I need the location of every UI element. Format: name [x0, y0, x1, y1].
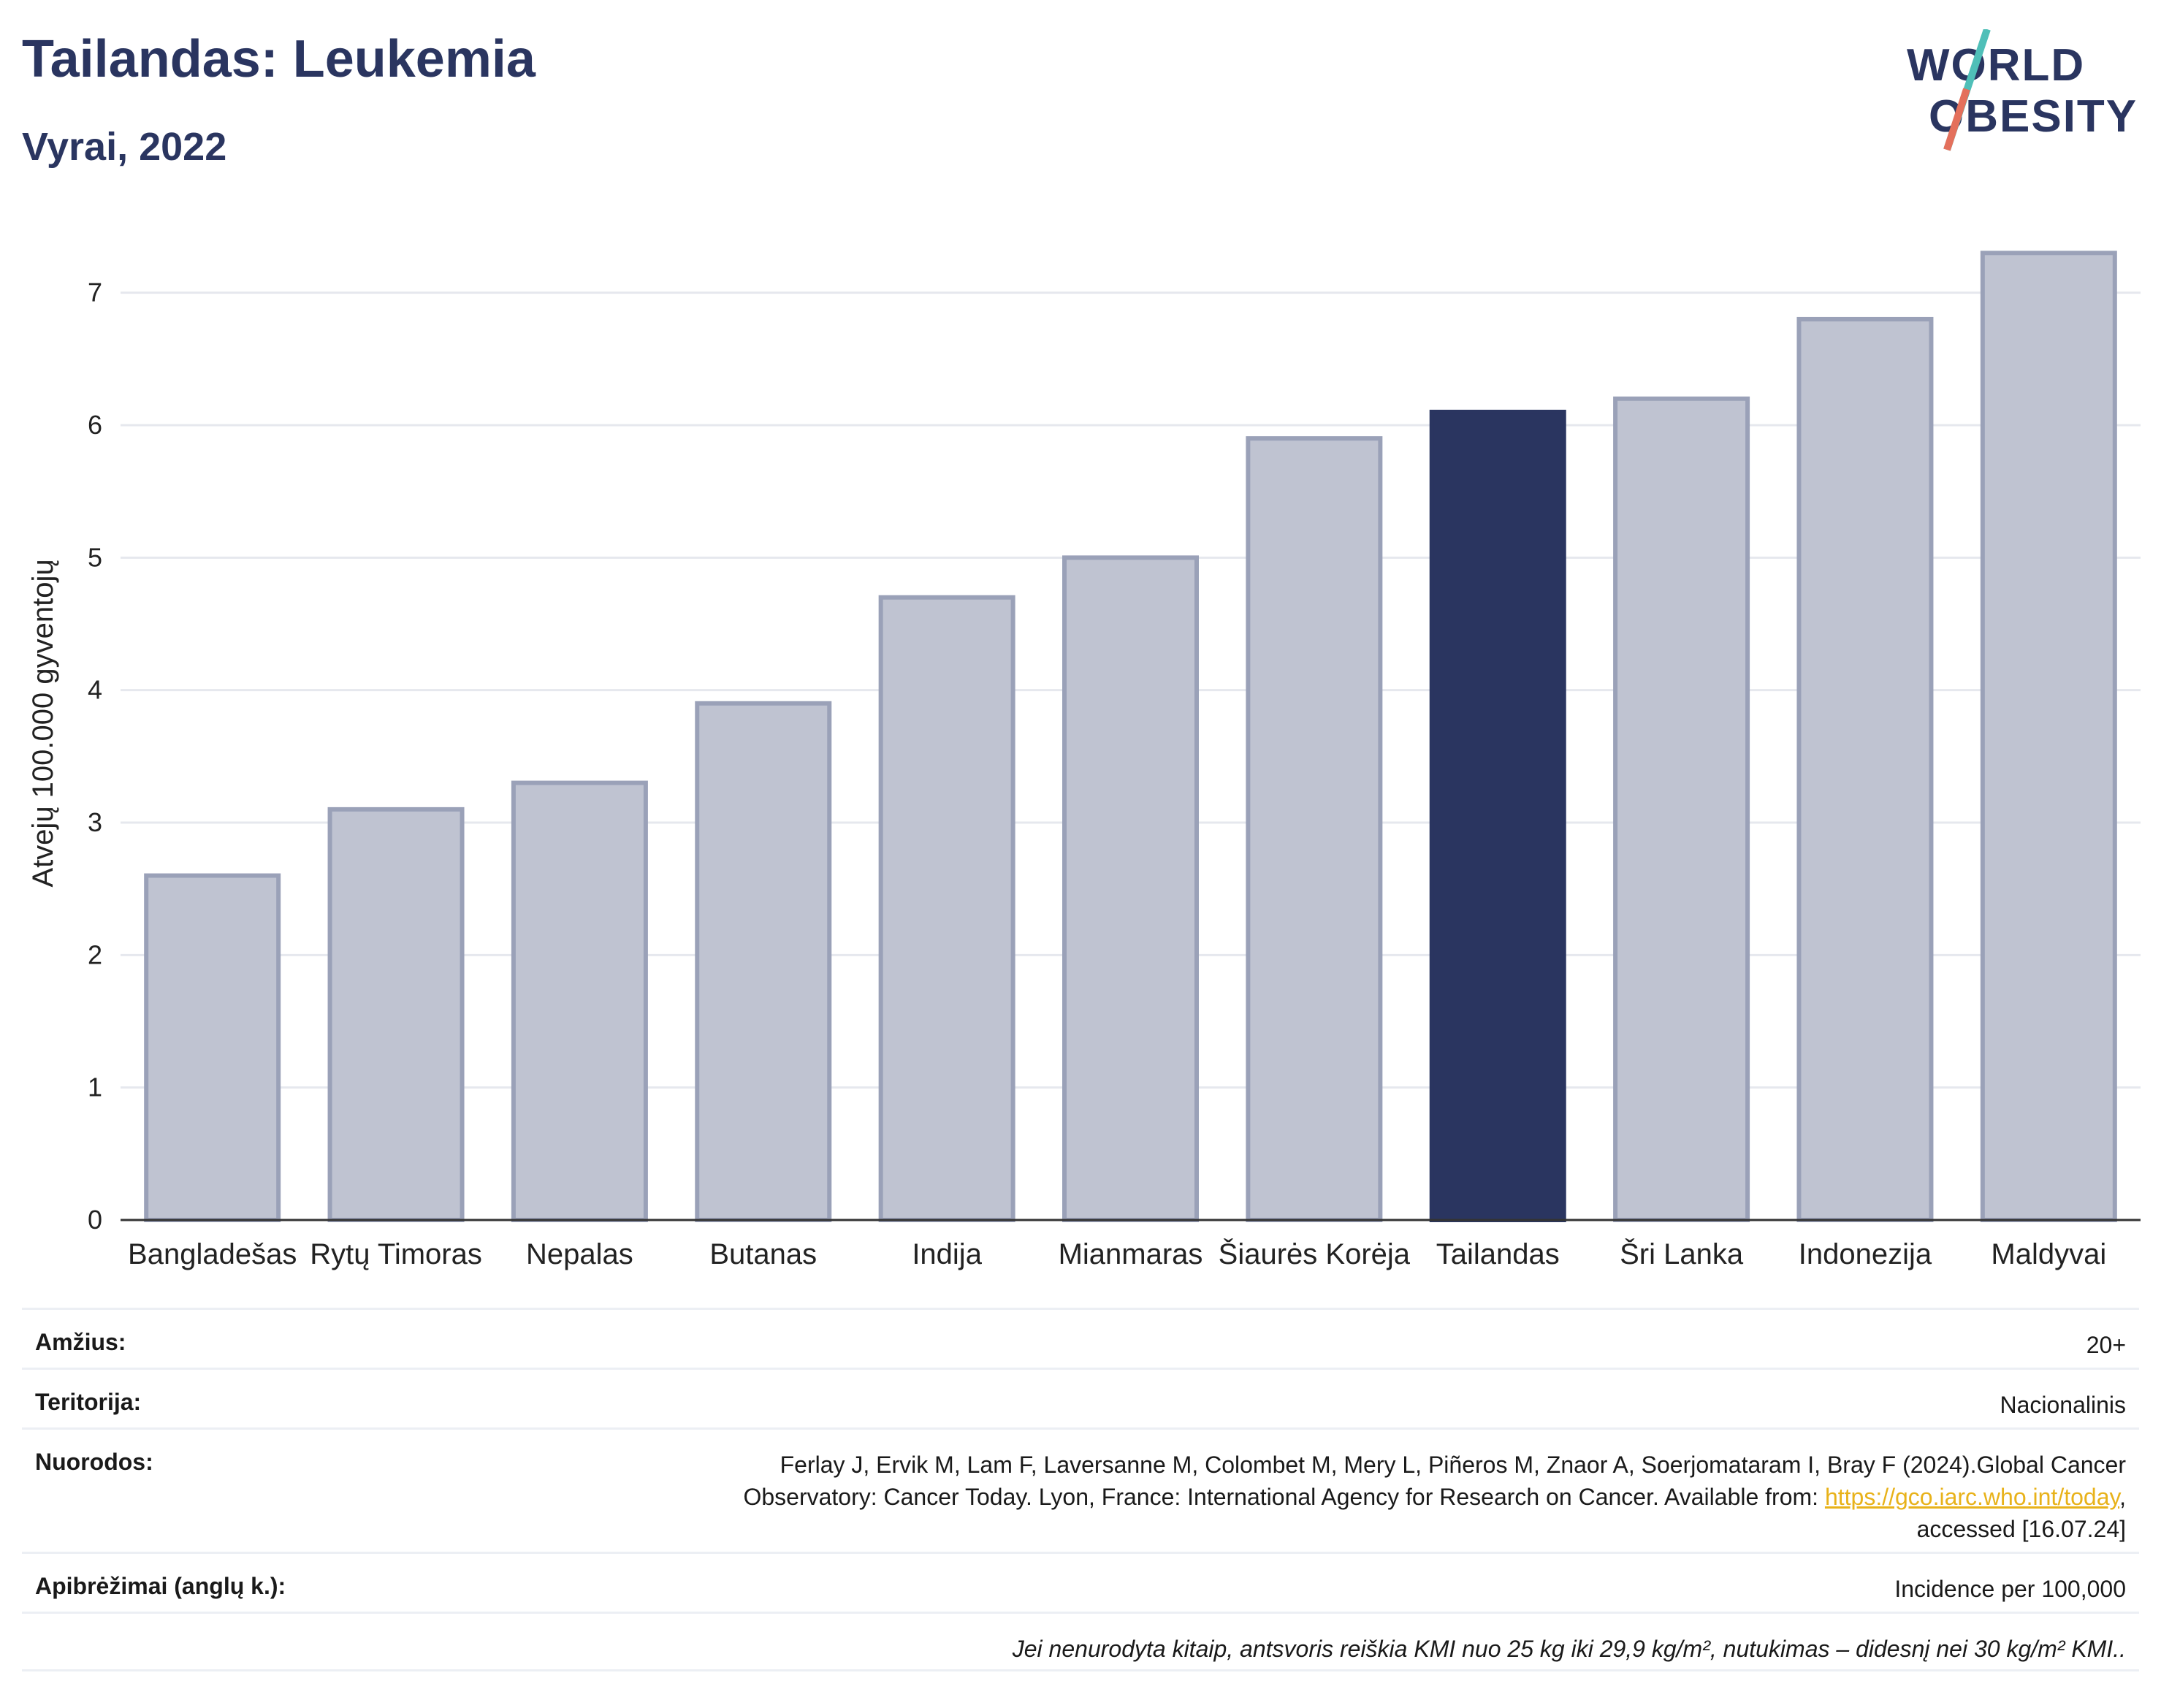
x-tick-label: Mianmaras — [1059, 1238, 1203, 1270]
x-tick-label: Butanas — [709, 1238, 817, 1270]
y-tick-label: 2 — [88, 939, 102, 969]
age-label: Amžius: — [35, 1329, 126, 1355]
definitions-label: Apibrėžimai (anglų k.): — [35, 1573, 286, 1599]
bar — [1246, 436, 1383, 1223]
y-tick-label: 7 — [88, 278, 102, 308]
references-value: Ferlay J, Ervik M, Lam F, Laversanne M, … — [743, 1449, 2126, 1545]
bar — [327, 807, 465, 1222]
chart-title: Tailandas: Leukemia — [22, 30, 536, 88]
x-tick-label: Rytų Timoras — [310, 1238, 482, 1270]
bar — [1980, 251, 2117, 1222]
y-tick-label: 1 — [88, 1072, 102, 1102]
x-tick-label: Maldyvai — [1991, 1238, 2106, 1270]
bar — [1062, 555, 1199, 1223]
y-tick-label: 0 — [88, 1205, 102, 1235]
x-tick-label: Nepalas — [526, 1238, 633, 1270]
y-tick-label: 4 — [88, 675, 102, 705]
references-link[interactable]: https://gco.iarc.who.int/today — [1824, 1484, 2120, 1510]
x-tick-label: Šiaurės Korėja — [1219, 1238, 1411, 1270]
info-row-note: Jei nenurodyta kitaip, antsvoris reiškia… — [22, 1612, 2139, 1671]
bar — [1429, 409, 1566, 1222]
info-table: Amžius: 20+ Teritorija: Nacionalinis Nuo… — [22, 1308, 2139, 1671]
x-tick-label: Indija — [912, 1238, 982, 1270]
bar — [144, 873, 281, 1222]
bar — [695, 701, 832, 1222]
info-row-age: Amžius: 20+ — [22, 1308, 2139, 1368]
bar — [1613, 396, 1750, 1223]
x-tick-label: Bangladešas — [128, 1238, 297, 1270]
y-tick-label: 5 — [88, 542, 102, 572]
info-row-territory: Teritorija: Nacionalinis — [22, 1368, 2139, 1427]
info-row-references: Nuorodos: Ferlay J, Ervik M, Lam F, Lave… — [22, 1427, 2139, 1552]
bar — [878, 595, 1015, 1222]
chart-subtitle: Vyrai, 2022 — [22, 125, 227, 169]
info-row-definitions: Apibrėžimai (anglų k.): Incidence per 10… — [22, 1552, 2139, 1612]
x-tick-label: Šri Lanka — [1620, 1238, 1744, 1270]
y-axis-label: Atvejų 100.000 gyventojų — [27, 559, 59, 887]
references-line-3: accessed [16.07.24] — [1916, 1516, 2126, 1542]
territory-label: Teritorija: — [35, 1389, 142, 1415]
territory-value: Nacionalinis — [2000, 1392, 2126, 1418]
world-obesity-logo: WORLD OBESITY — [1907, 29, 2136, 151]
definitions-value: Incidence per 100,000 — [1894, 1576, 2126, 1602]
definition-note: Jei nenurodyta kitaip, antsvoris reiškia… — [1012, 1636, 2126, 1662]
x-tick-label: Tailandas — [1436, 1238, 1560, 1270]
x-tick-label: Indonezija — [1799, 1238, 1932, 1270]
bar-chart: 0 1 2 3 4 5 6 7 Atvejų 100.000 gyventojų Banglade… — [27, 251, 2141, 1270]
bar — [1796, 316, 1934, 1222]
references-line-2-end: , — [2119, 1484, 2126, 1510]
references-line-1: Ferlay J, Ervik M, Lam F, Laversanne M, … — [780, 1452, 2126, 1478]
age-value: 20+ — [2086, 1332, 2126, 1358]
y-tick-label: 6 — [88, 410, 102, 440]
references-line-2: Observatory: Cancer Today. Lyon, France:… — [743, 1484, 1825, 1510]
y-tick-label: 3 — [88, 807, 102, 837]
bar — [511, 780, 648, 1222]
svg-text:WORLD: WORLD — [1907, 40, 2085, 91]
references-label: Nuorodos: — [35, 1449, 153, 1475]
